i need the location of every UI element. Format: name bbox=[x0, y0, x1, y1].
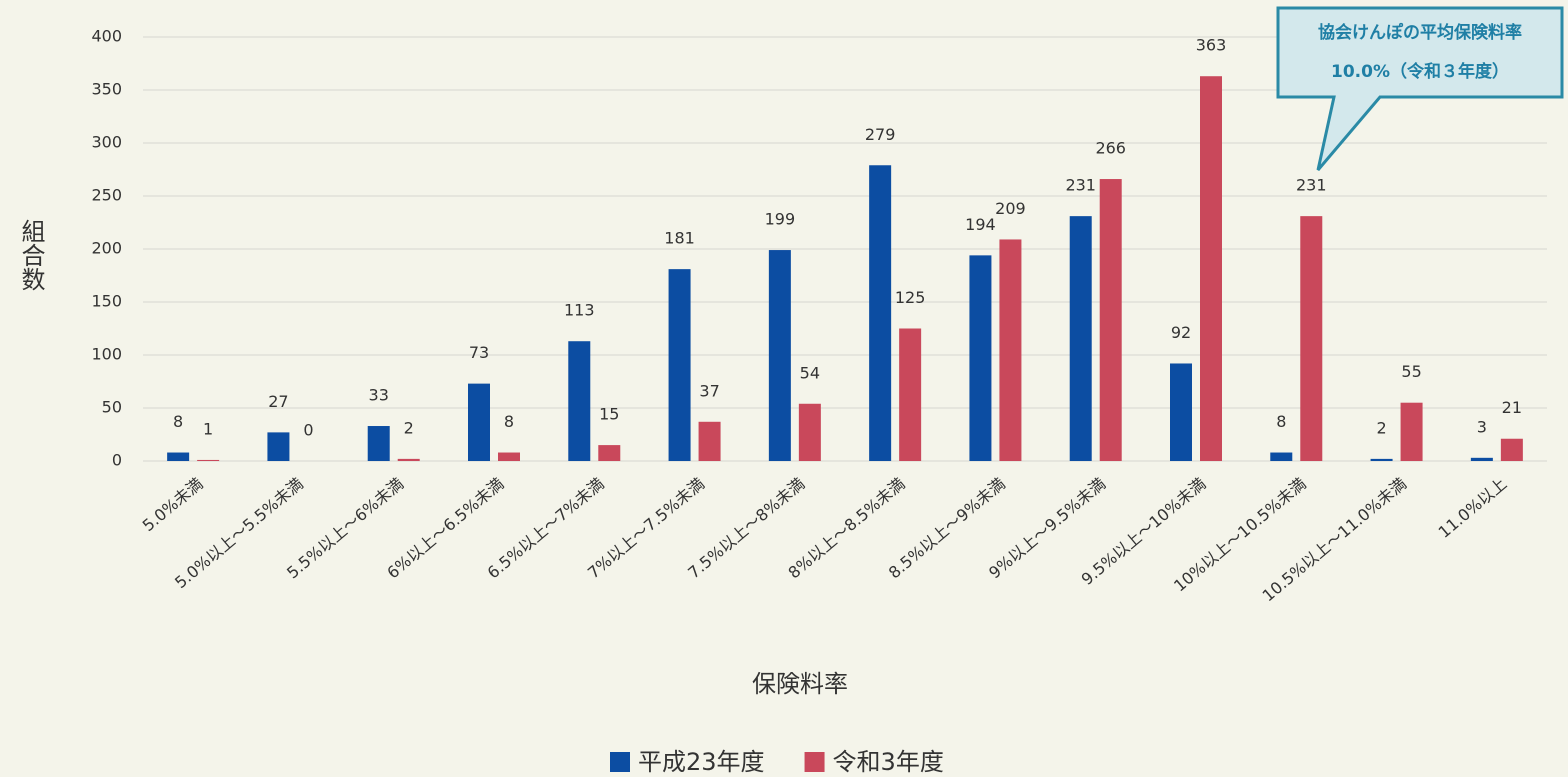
data-label: 27 bbox=[268, 392, 288, 411]
y-tick-label: 50 bbox=[102, 398, 122, 417]
bar bbox=[1370, 458, 1393, 461]
y-tick-label: 150 bbox=[91, 292, 122, 311]
y-tick-label: 250 bbox=[91, 186, 122, 205]
data-label: 33 bbox=[369, 386, 389, 405]
y-tick-label: 0 bbox=[112, 451, 122, 470]
data-label: 199 bbox=[765, 210, 796, 229]
bar bbox=[668, 269, 691, 461]
data-label: 55 bbox=[1401, 362, 1421, 381]
annotation: 協会けんぽの平均保険料率 bbox=[1318, 22, 1522, 43]
bar bbox=[768, 250, 791, 461]
bar bbox=[1069, 216, 1092, 461]
data-label: 37 bbox=[699, 381, 719, 400]
data-label: 54 bbox=[800, 363, 820, 382]
legend-swatch bbox=[804, 752, 825, 772]
bar bbox=[167, 452, 190, 461]
data-label: 113 bbox=[564, 301, 595, 320]
data-label: 231 bbox=[1065, 176, 1096, 195]
bar bbox=[468, 383, 490, 461]
bar bbox=[1500, 438, 1523, 461]
y-tick-label: 200 bbox=[91, 239, 122, 258]
callout-box bbox=[1276, 6, 1564, 171]
y-tick-label: 100 bbox=[91, 345, 122, 364]
y-tick-label: 350 bbox=[91, 80, 122, 99]
bar bbox=[568, 341, 591, 461]
data-label: 8 bbox=[1276, 412, 1286, 431]
data-label: 92 bbox=[1171, 323, 1191, 342]
data-label: 266 bbox=[1095, 139, 1126, 158]
bar bbox=[1470, 457, 1493, 461]
y-tick-label: 300 bbox=[91, 133, 122, 152]
legend-label: 平成23年度 bbox=[638, 748, 765, 776]
data-label: 8 bbox=[504, 412, 514, 431]
legend-swatch bbox=[610, 752, 630, 772]
data-label: 0 bbox=[303, 421, 313, 440]
data-label: 1 bbox=[203, 419, 213, 438]
bar bbox=[267, 432, 290, 461]
bar bbox=[1300, 216, 1323, 461]
x-axis-title: 保険料率 bbox=[752, 670, 848, 698]
data-label: 21 bbox=[1502, 398, 1522, 417]
y-tick-label: 400 bbox=[91, 27, 122, 46]
bar bbox=[869, 165, 892, 461]
legend-label: 令和3年度 bbox=[833, 748, 944, 776]
data-label: 125 bbox=[895, 288, 926, 307]
data-label: 363 bbox=[1196, 36, 1227, 55]
data-label: 194 bbox=[965, 215, 996, 234]
bar bbox=[1170, 363, 1192, 461]
data-label: 2 bbox=[1376, 418, 1386, 437]
bar bbox=[367, 426, 390, 461]
bar bbox=[999, 239, 1022, 461]
bar bbox=[1200, 76, 1222, 461]
callout: 協会けんぽの平均保険料率 10.0%（令和３年度） bbox=[1276, 6, 1564, 171]
annotation: 10.0%（令和３年度） bbox=[1331, 61, 1509, 82]
data-label: 8 bbox=[173, 412, 183, 431]
bar bbox=[798, 403, 821, 461]
bar bbox=[598, 445, 621, 461]
data-label: 181 bbox=[664, 229, 695, 248]
bar bbox=[397, 458, 420, 461]
data-label: 279 bbox=[865, 125, 896, 144]
bar bbox=[1400, 402, 1423, 461]
data-label: 231 bbox=[1296, 176, 1327, 195]
data-label: 3 bbox=[1477, 417, 1487, 436]
bar bbox=[969, 255, 992, 461]
bar bbox=[1270, 452, 1293, 461]
data-label: 15 bbox=[599, 405, 619, 424]
data-label: 209 bbox=[995, 199, 1026, 218]
data-label: 73 bbox=[469, 343, 489, 362]
bar bbox=[899, 328, 922, 461]
bar bbox=[1099, 179, 1122, 462]
bar bbox=[498, 452, 520, 461]
bar bbox=[698, 421, 721, 461]
y-axis-title: 組合数 bbox=[17, 219, 45, 291]
bar bbox=[197, 459, 220, 461]
data-label: 2 bbox=[404, 418, 414, 437]
legend: 平成23年度 令和3年度 bbox=[610, 748, 944, 776]
